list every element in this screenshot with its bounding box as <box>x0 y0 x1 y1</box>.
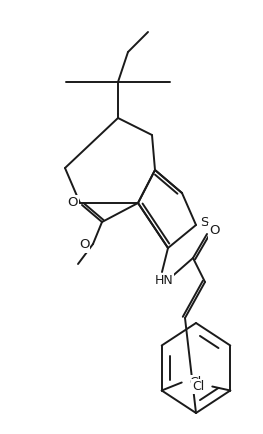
Text: Cl: Cl <box>192 380 204 393</box>
Text: S: S <box>200 217 208 230</box>
Text: O: O <box>209 224 219 237</box>
Text: HN: HN <box>155 273 173 286</box>
Text: O: O <box>68 197 78 210</box>
Text: Cl: Cl <box>190 376 202 389</box>
Text: O: O <box>79 239 89 251</box>
